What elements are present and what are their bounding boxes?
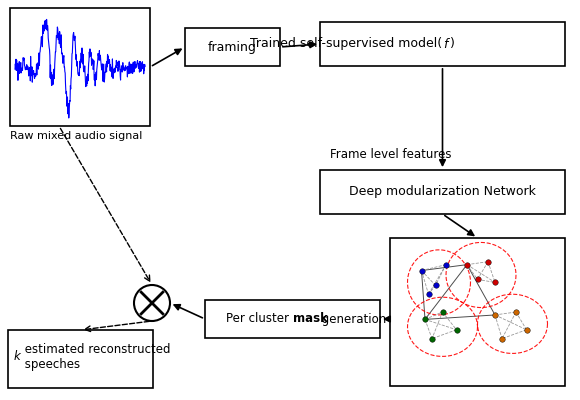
Bar (185, 28, 280, 66)
Text: Raw mixed audio signal: Raw mixed audio signal (10, 131, 142, 141)
Text: Frame level features: Frame level features (330, 148, 451, 161)
Bar (320, 22, 565, 66)
Bar (205, 300, 380, 338)
Text: ): ) (450, 38, 454, 50)
Bar (390, 238, 565, 386)
Text: framing: framing (208, 40, 257, 54)
Bar (320, 170, 565, 214)
Text: Per cluster: Per cluster (226, 312, 292, 326)
Text: Deep modularization Network: Deep modularization Network (349, 186, 536, 198)
Bar (10, 8, 150, 126)
Text: f: f (444, 38, 448, 50)
Bar (8, 330, 153, 388)
Text: generation: generation (318, 312, 387, 326)
Text: Trained self-supervised model(: Trained self-supervised model( (251, 38, 443, 50)
Text: k: k (14, 350, 21, 364)
Text: mask: mask (293, 312, 328, 326)
Text: estimated reconstructed
 speeches: estimated reconstructed speeches (21, 343, 171, 371)
